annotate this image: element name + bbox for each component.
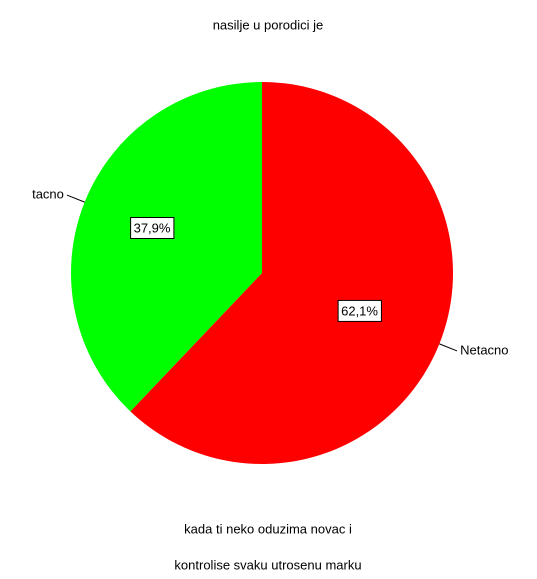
- leader-line: [439, 343, 458, 352]
- value-label-box: [130, 216, 175, 239]
- value-label: 37,9%: [134, 220, 171, 235]
- category-label: tacno: [32, 186, 64, 201]
- value-label: 62,1%: [341, 303, 378, 318]
- pie-slice: [130, 82, 453, 465]
- pie-slice: [70, 82, 263, 412]
- value-label-box: [337, 299, 382, 322]
- leader-line: [66, 194, 85, 203]
- footnote: kada ti neko oduzima novac i: [184, 521, 352, 536]
- category-label: Netacno: [460, 342, 508, 357]
- chart-title: nasilje u porodici je: [213, 17, 324, 32]
- footnote: kontrolise svaku utrosenu marku: [174, 557, 361, 572]
